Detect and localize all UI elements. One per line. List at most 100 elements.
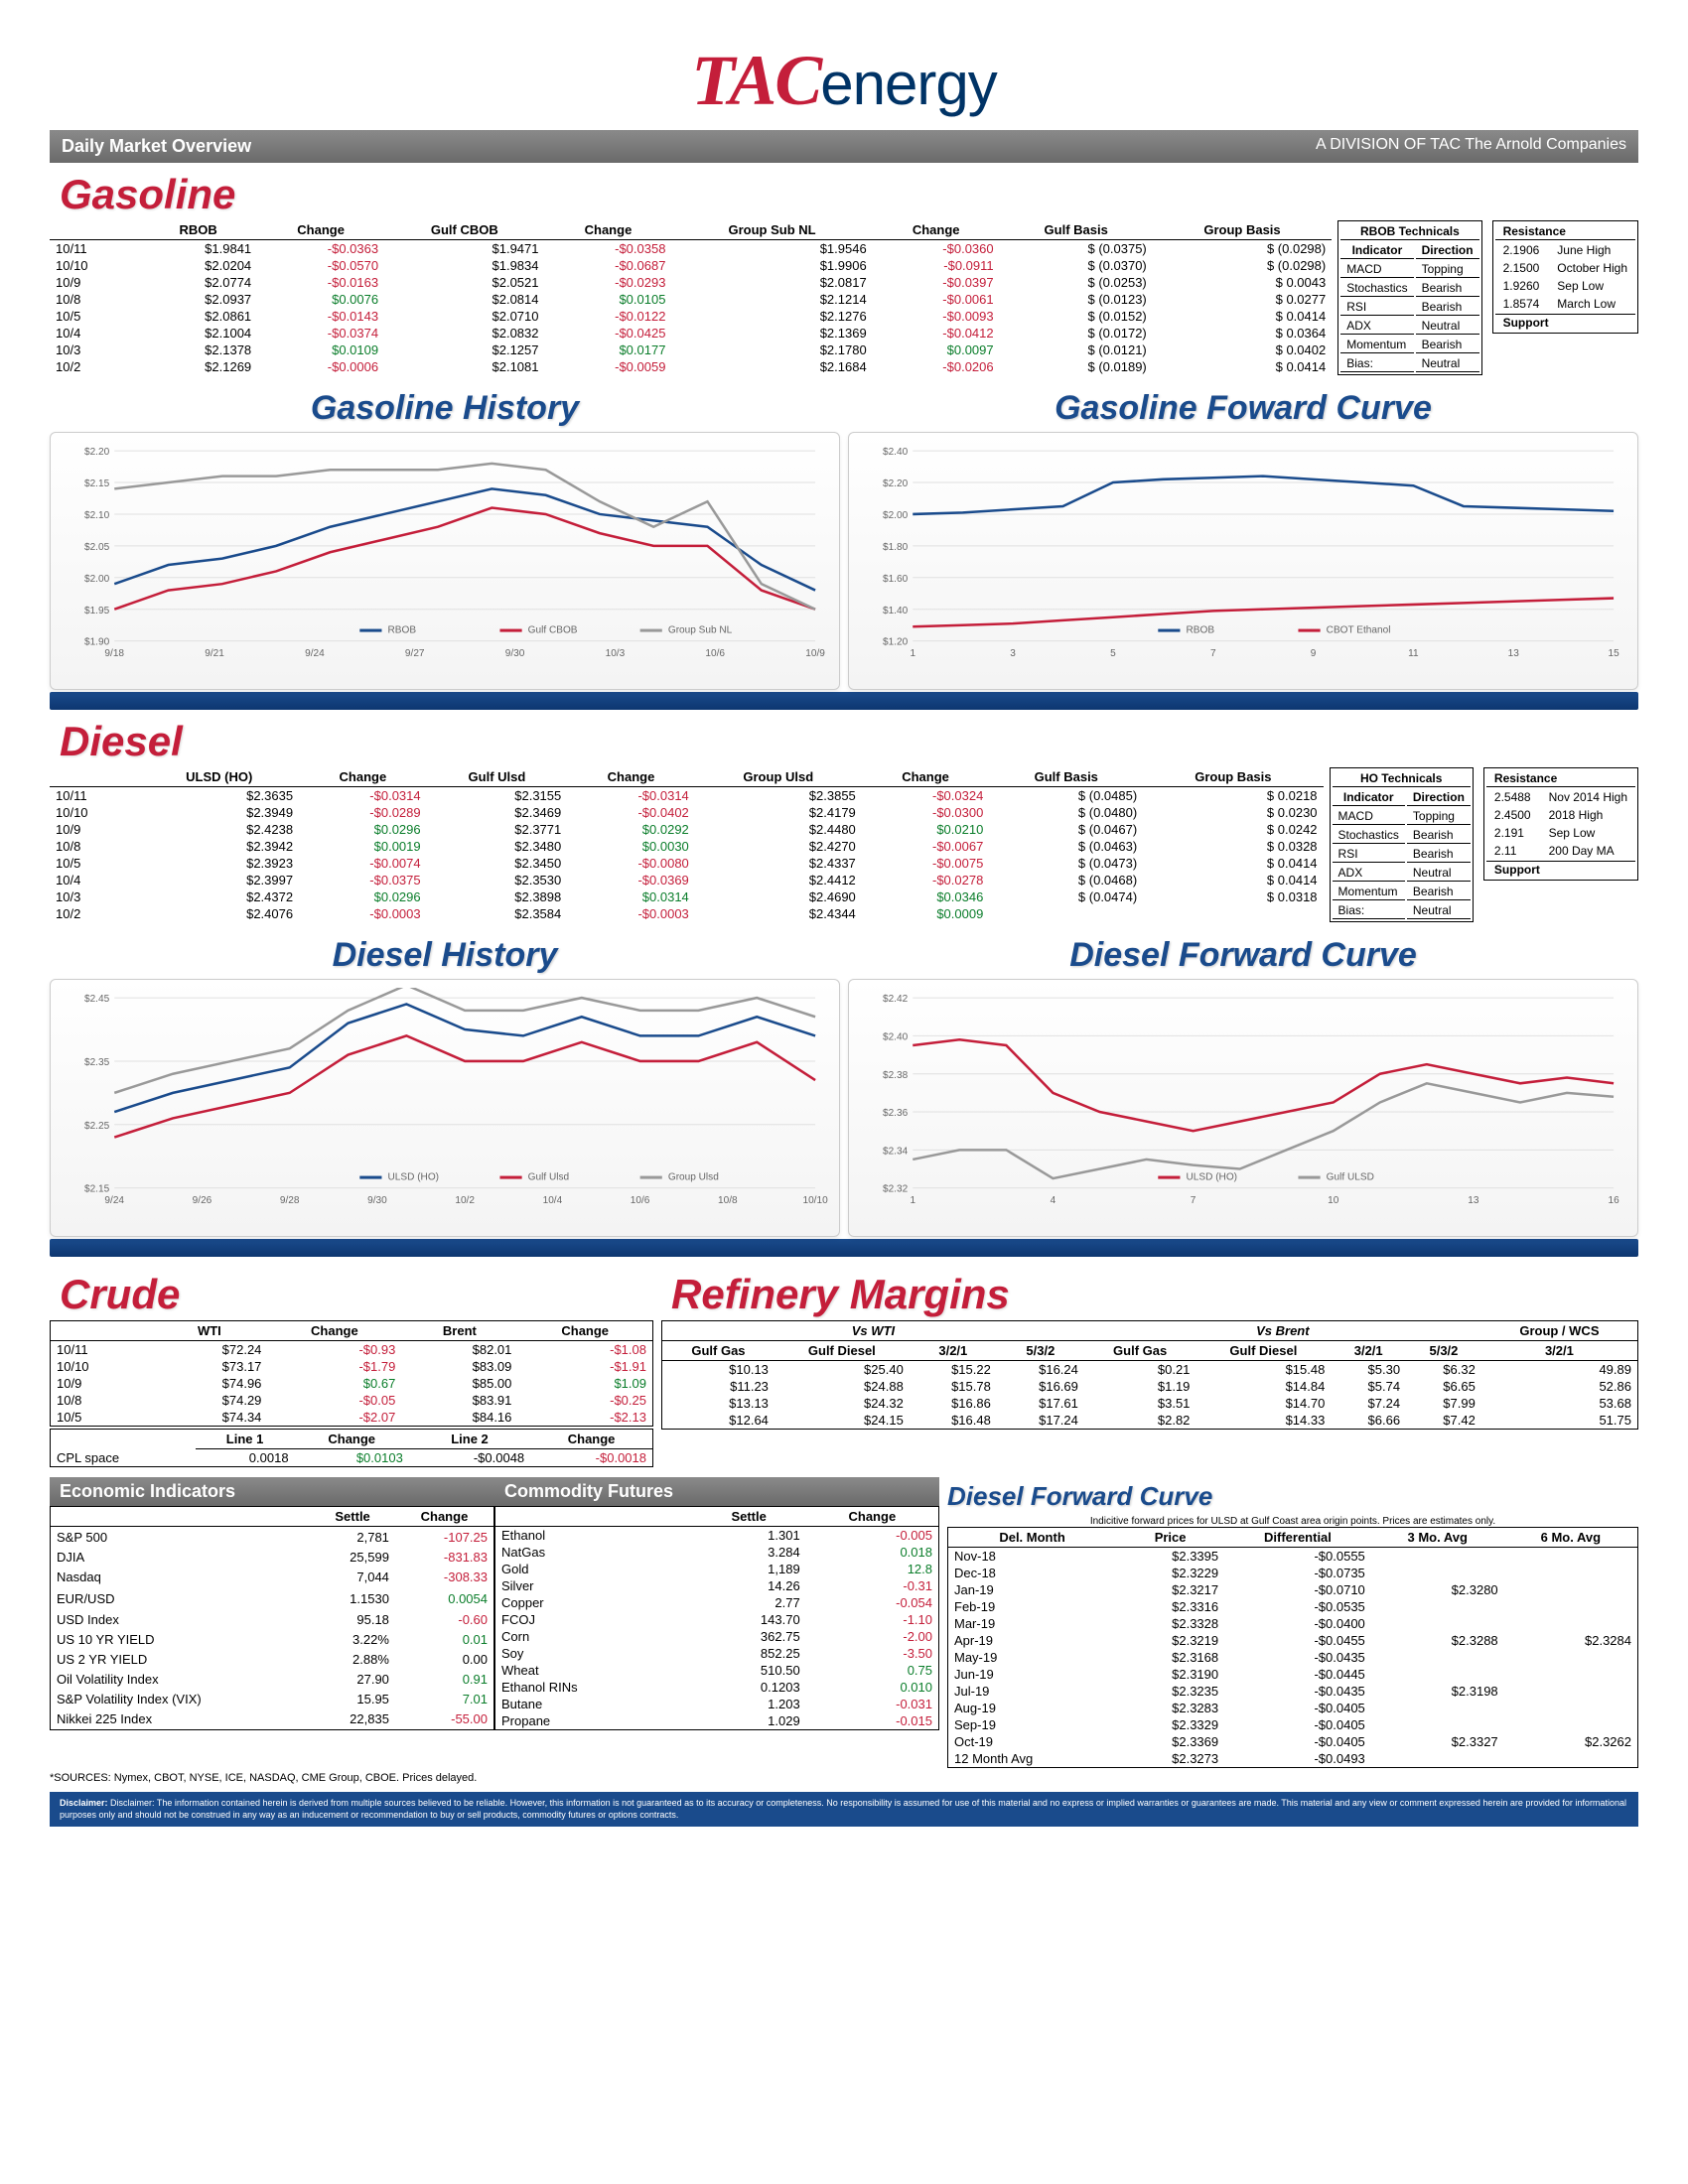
svg-text:9/18: 9/18 bbox=[104, 648, 124, 659]
table-row: 10/2$2.1269-$0.0006$2.1081-$0.0059$2.168… bbox=[50, 358, 1332, 375]
svg-text:$1.95: $1.95 bbox=[84, 606, 110, 616]
header-left: Daily Market Overview bbox=[62, 136, 251, 157]
svg-text:$2.00: $2.00 bbox=[883, 510, 909, 521]
table-row: Jul-19$2.3235-$0.0435$2.3198 bbox=[948, 1683, 1638, 1700]
svg-text:$2.40: $2.40 bbox=[883, 1031, 909, 1042]
table-row: Nasdaq7,044-308.33 bbox=[51, 1567, 494, 1586]
svg-text:1: 1 bbox=[910, 648, 915, 659]
table-row: 12 Month Avg$2.3273-$0.0493 bbox=[948, 1750, 1638, 1768]
table-row: Sep-19$2.3329-$0.0405 bbox=[948, 1716, 1638, 1733]
table-row: Gold1,18912.8 bbox=[495, 1561, 939, 1577]
svg-text:$2.00: $2.00 bbox=[84, 574, 110, 585]
table-row: FCOJ143.70-1.10 bbox=[495, 1611, 939, 1628]
svg-text:7: 7 bbox=[1210, 648, 1216, 659]
table-row: Nikkei 225 Index22,835-55.00 bbox=[51, 1709, 494, 1730]
table-row: US 10 YR YIELD3.22%0.01 bbox=[51, 1629, 494, 1649]
dfc-title: Diesel Forward Curve bbox=[947, 1481, 1638, 1512]
table-row: Jun-19$2.3190-$0.0445 bbox=[948, 1666, 1638, 1683]
svg-text:RBOB: RBOB bbox=[1187, 625, 1215, 636]
svg-text:9/26: 9/26 bbox=[193, 1195, 212, 1206]
econ-table: SettleChangeS&P 5002,781-107.25DJIA25,59… bbox=[50, 1506, 494, 1730]
logo: TACenergy bbox=[50, 40, 1638, 122]
svg-text:$1.40: $1.40 bbox=[883, 606, 909, 616]
table-row: Apr-19$2.3219-$0.0455$2.3288$2.3284 bbox=[948, 1632, 1638, 1649]
divider bbox=[50, 1239, 1638, 1257]
table-row: 10/10$73.17-$1.79$83.09-$1.91 bbox=[51, 1358, 653, 1375]
header-bar: Daily Market Overview A DIVISION OF TAC … bbox=[50, 130, 1638, 163]
refinery-title: Refinery Margins bbox=[671, 1271, 1638, 1318]
comm-title: Commodity Futures bbox=[494, 1477, 939, 1506]
diesel-table: ULSD (HO)ChangeGulf UlsdChangeGroup Ulsd… bbox=[50, 767, 1324, 922]
svg-text:Gulf Ulsd: Gulf Ulsd bbox=[528, 1172, 569, 1183]
gasoline-resistance: Resistance 2.1906June High2.1500October … bbox=[1492, 220, 1638, 334]
dfc-table: Del. MonthPriceDifferential3 Mo. Avg6 Mo… bbox=[947, 1527, 1638, 1768]
table-row: 10/9$2.0774-$0.0163$2.0521-$0.0293$2.081… bbox=[50, 274, 1332, 291]
table-row: Wheat510.500.75 bbox=[495, 1662, 939, 1679]
table-row: US 2 YR YIELD2.88%0.00 bbox=[51, 1649, 494, 1669]
gas-history-chart: $1.90$1.95$2.00$2.05$2.10$2.15$2.209/189… bbox=[50, 432, 840, 690]
table-row: Oil Volatility Index27.900.91 bbox=[51, 1669, 494, 1689]
svg-text:10/9: 10/9 bbox=[805, 648, 825, 659]
svg-text:13: 13 bbox=[1508, 648, 1520, 659]
table-row: Propane1.029-0.015 bbox=[495, 1712, 939, 1730]
svg-text:$2.45: $2.45 bbox=[84, 994, 110, 1005]
table-row: 10/9$74.96$0.67$85.00$1.09 bbox=[51, 1375, 653, 1392]
table-row: 10/3$2.1378$0.0109$2.1257$0.0177$2.1780$… bbox=[50, 341, 1332, 358]
svg-text:$2.35: $2.35 bbox=[84, 1057, 110, 1068]
dsl-forward-chart: $2.32$2.34$2.36$2.38$2.40$2.42147101316U… bbox=[848, 979, 1638, 1237]
gas-forward-title: Gasoline Foward Curve bbox=[848, 389, 1638, 428]
crude-table: WTIChangeBrentChange 10/11$72.24-$0.93$8… bbox=[50, 1320, 653, 1427]
svg-text:5: 5 bbox=[1110, 648, 1116, 659]
table-row: 10/5$2.0861-$0.0143$2.0710-$0.0122$2.127… bbox=[50, 308, 1332, 325]
table-row: 10/8$74.29-$0.05$83.91-$0.25 bbox=[51, 1392, 653, 1409]
svg-text:Group Sub NL: Group Sub NL bbox=[668, 625, 733, 636]
diesel-technicals: HO Technicals IndicatorDirectionMACDTopp… bbox=[1330, 767, 1474, 922]
table-row: May-19$2.3168-$0.0435 bbox=[948, 1649, 1638, 1666]
svg-text:$2.20: $2.20 bbox=[84, 447, 110, 458]
svg-text:9: 9 bbox=[1311, 648, 1317, 659]
table-row: Soy852.25-3.50 bbox=[495, 1645, 939, 1662]
svg-text:10/6: 10/6 bbox=[631, 1195, 650, 1206]
table-row: Butane1.203-0.031 bbox=[495, 1696, 939, 1712]
table-row: 10/8$2.3942$0.0019$2.3480$0.0030$2.4270-… bbox=[50, 838, 1324, 855]
dfc-subtitle: Indicitive forward prices for ULSD at Gu… bbox=[947, 1516, 1638, 1527]
table-row: 10/9$2.4238$0.0296$2.3771$0.0292$2.4480$… bbox=[50, 821, 1324, 838]
table-row: DJIA25,599-831.83 bbox=[51, 1547, 494, 1567]
table-row: 10/11$72.24-$0.93$82.01-$1.08 bbox=[51, 1341, 653, 1359]
dsl-history-title: Diesel History bbox=[50, 936, 840, 975]
svg-text:$1.90: $1.90 bbox=[84, 637, 110, 648]
svg-text:9/30: 9/30 bbox=[505, 648, 525, 659]
diesel-resistance: Resistance 2.5488Nov 2014 High2.45002018… bbox=[1483, 767, 1638, 881]
svg-text:10/3: 10/3 bbox=[606, 648, 626, 659]
gasoline-technicals: RBOB Technicals IndicatorDirectionMACDTo… bbox=[1337, 220, 1481, 375]
table-row: Jan-19$2.3217-$0.0710$2.3280 bbox=[948, 1581, 1638, 1598]
table-row: Ethanol1.301-0.005 bbox=[495, 1527, 939, 1545]
table-row: Silver14.26-0.31 bbox=[495, 1577, 939, 1594]
table-row: Oct-19$2.3369-$0.0405$2.3327$2.3262 bbox=[948, 1733, 1638, 1750]
table-row: 10/10$2.0204-$0.0570$1.9834-$0.0687$1.99… bbox=[50, 257, 1332, 274]
svg-text:13: 13 bbox=[1468, 1195, 1479, 1206]
svg-text:10/2: 10/2 bbox=[455, 1195, 475, 1206]
table-row: Copper2.77-0.054 bbox=[495, 1594, 939, 1611]
svg-text:ULSD (HO): ULSD (HO) bbox=[1187, 1172, 1238, 1183]
logo-tac: TAC bbox=[691, 41, 820, 120]
comm-table: SettleChangeEthanol1.301-0.005NatGas3.28… bbox=[494, 1506, 939, 1730]
svg-text:$1.60: $1.60 bbox=[883, 574, 909, 585]
svg-text:$2.40: $2.40 bbox=[883, 447, 909, 458]
svg-text:10: 10 bbox=[1328, 1195, 1339, 1206]
svg-text:16: 16 bbox=[1608, 1195, 1619, 1206]
svg-text:9/21: 9/21 bbox=[205, 648, 224, 659]
svg-text:1: 1 bbox=[910, 1195, 915, 1206]
dsl-history-chart: $2.15$2.25$2.35$2.459/249/269/289/3010/2… bbox=[50, 979, 840, 1237]
table-row: 10/11$2.3635-$0.0314$2.3155-$0.0314$2.38… bbox=[50, 787, 1324, 805]
dsl-forward-title: Diesel Forward Curve bbox=[848, 936, 1638, 975]
svg-text:3: 3 bbox=[1010, 648, 1016, 659]
table-row: Dec-18$2.3229-$0.0735 bbox=[948, 1565, 1638, 1581]
svg-text:7: 7 bbox=[1191, 1195, 1196, 1206]
svg-text:15: 15 bbox=[1608, 648, 1619, 659]
table-row: 10/4$2.3997-$0.0375$2.3530-$0.0369$2.441… bbox=[50, 872, 1324, 888]
svg-text:9/24: 9/24 bbox=[305, 648, 325, 659]
svg-text:$1.80: $1.80 bbox=[883, 542, 909, 553]
cpl-table: Line 1ChangeLine 2Change CPL space 0.001… bbox=[50, 1429, 653, 1467]
svg-text:9/27: 9/27 bbox=[405, 648, 425, 659]
